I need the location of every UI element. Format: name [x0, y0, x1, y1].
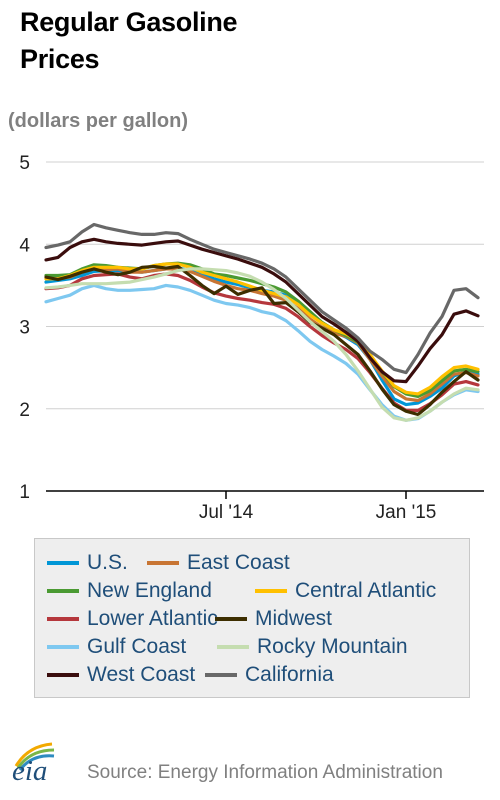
price-line-chart: 1 2 3 4 5 Jul '14 Jan '15 [19, 153, 484, 523]
legend-item-midwest: Midwest [215, 607, 332, 631]
eia-logo-text: eia [12, 755, 48, 787]
legend-swatch [47, 561, 79, 565]
legend-item-east-coast: East Coast [147, 551, 290, 575]
source-note: Source: Energy Information Administratio… [87, 762, 443, 783]
legend: U.S. East Coast New England Central Atlanti… [34, 538, 470, 698]
legend-label: U.S. [87, 551, 128, 574]
legend-label: Lower Atlantic [87, 607, 218, 630]
legend-label: California [245, 663, 334, 686]
y-tick-label: 3 [19, 318, 30, 339]
legend-swatch [47, 645, 79, 649]
y-axis-unit-label: (dollars per gallon) [8, 110, 189, 132]
y-tick-label: 1 [19, 482, 30, 503]
y-axis-ticks: 1 2 3 4 5 [19, 153, 30, 503]
legend-swatch [147, 561, 179, 565]
legend-swatch [205, 673, 237, 677]
legend-label: West Coast [87, 663, 196, 686]
legend-label: Central Atlantic [295, 579, 437, 602]
x-tick-label: Jul '14 [199, 502, 254, 523]
legend-item-new-england: New England [47, 579, 212, 603]
legend-swatch [255, 589, 287, 593]
chart-title-line-2: Prices [20, 44, 100, 74]
x-axis: Jul '14 Jan '15 [46, 490, 484, 523]
series-line-california [44, 222, 480, 375]
series-lines [44, 222, 480, 422]
legend-label: New England [87, 579, 212, 602]
legend-swatch [47, 673, 79, 677]
legend-label: Gulf Coast [87, 635, 187, 658]
legend-item-lower-atlantic: Lower Atlantic [47, 607, 218, 631]
legend-item-central-atlantic: Central Atlantic [255, 579, 436, 603]
legend-item-california: California [205, 663, 334, 687]
y-tick-label: 5 [19, 153, 30, 174]
series-line-rocky-mountain [44, 267, 480, 422]
y-tick-label: 2 [19, 400, 30, 421]
legend-item-rocky-mountain: Rocky Mountain [217, 635, 408, 659]
legend-label: East Coast [187, 551, 290, 574]
series-line-midwest [44, 264, 480, 417]
x-tick-label: Jan '15 [376, 502, 437, 523]
chart-title: Regular Gasoline Prices [20, 4, 238, 78]
legend-item-gulf-coast: Gulf Coast [47, 635, 186, 659]
legend-label: Midwest [255, 607, 333, 630]
legend-item-u-s-: U.S. [47, 551, 128, 575]
y-tick-label: 4 [19, 235, 30, 256]
legend-swatch [47, 617, 79, 621]
legend-swatch [47, 589, 79, 593]
series-line-west-coast [44, 237, 480, 384]
legend-item-west-coast: West Coast [47, 663, 195, 687]
eia-logo-icon [14, 742, 55, 771]
legend-swatch [215, 617, 247, 621]
legend-label: Rocky Mountain [257, 635, 408, 658]
legend-swatch [217, 645, 249, 649]
chart-title-line-1: Regular Gasoline [20, 7, 238, 37]
